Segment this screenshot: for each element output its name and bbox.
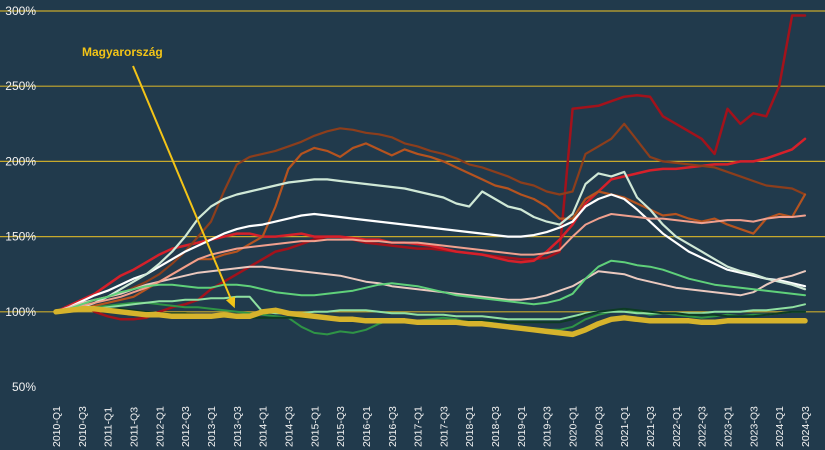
y-tick-label: 300%: [5, 4, 36, 18]
series-line-6: [54, 170, 807, 313]
x-tick-label: 2016-Q1: [361, 406, 373, 447]
x-tick-label: 2018-Q3: [490, 406, 502, 447]
x-tick-label: 2018-Q1: [464, 406, 476, 447]
series-line-1: [54, 14, 807, 321]
series-line-10: [55, 301, 806, 336]
y-tick-label: 150%: [5, 230, 36, 244]
x-tick-label: 2015-Q1: [309, 406, 321, 447]
x-tick-label: 2024-Q1: [774, 406, 786, 447]
x-tick-label: 2020-Q1: [568, 406, 580, 447]
x-tick-label: 2019-Q1: [516, 406, 528, 447]
series-line-3: [54, 122, 807, 313]
annotation-label: Magyarország: [82, 45, 163, 59]
series-line-8: [55, 213, 806, 313]
x-tick-label: 2014-Q3: [283, 406, 295, 447]
series-lines: [53, 14, 808, 338]
y-axis: 50% 100% 150% 200% 250% 300%: [5, 4, 36, 394]
series-line-7: [55, 265, 806, 313]
x-tick-label: 2012-Q3: [180, 406, 192, 447]
x-tick-label: 2021-Q3: [645, 406, 657, 447]
x-tick-label: 2013-Q3: [232, 406, 244, 447]
x-tick-label: 2022-Q1: [671, 406, 683, 447]
x-tick-label: 2016-Q3: [387, 406, 399, 447]
series-line-9: [55, 259, 806, 313]
x-tick-label: 2021-Q1: [619, 406, 631, 447]
y-tick-label: 50%: [12, 380, 36, 394]
series-line-5: [54, 193, 807, 313]
x-tick-label: 2011-Q3: [128, 407, 140, 447]
y-tick-label: 250%: [5, 79, 36, 93]
annotation-arrow: [132, 65, 232, 299]
annotation-arrowhead: [225, 296, 236, 309]
x-tick-label: 2023-Q1: [723, 406, 735, 447]
series-line-13: [53, 306, 808, 338]
x-tick-label: 2017-Q1: [413, 406, 425, 447]
y-tick-label: 200%: [5, 154, 36, 168]
x-tick-label: 2013-Q1: [206, 406, 218, 447]
x-tick-label: 2022-Q3: [697, 406, 709, 447]
x-tick-label: 2017-Q3: [438, 406, 450, 447]
x-tick-label: 2015-Q3: [335, 406, 347, 447]
x-tick-label: 2010-Q3: [77, 406, 89, 447]
annotation: Magyarország: [82, 45, 236, 309]
x-tick-label: 2010-Q1: [51, 406, 63, 447]
x-tick-label: 2011-Q1: [103, 407, 115, 447]
series-line-2: [54, 137, 807, 314]
x-tick-label: 2023-Q3: [748, 406, 760, 447]
x-tick-label: 2020-Q3: [593, 406, 605, 447]
y-tick-label: 100%: [5, 305, 36, 319]
x-tick-label: 2012-Q1: [154, 406, 166, 447]
x-axis: 2010-Q1 2010-Q3 2011-Q1 2011-Q3 2012-Q1 2012-…: [51, 406, 812, 447]
x-tick-label: 2024-Q3: [800, 406, 812, 447]
x-tick-label: 2014-Q1: [258, 406, 270, 447]
x-tick-label: 2019-Q3: [542, 406, 554, 447]
